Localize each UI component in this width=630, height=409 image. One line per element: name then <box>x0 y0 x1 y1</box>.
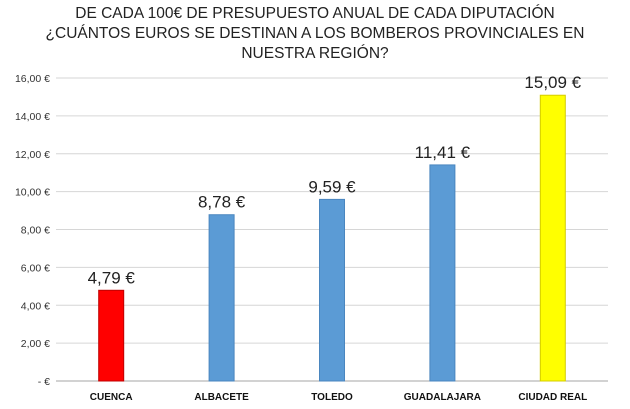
y-tick-label: 12,00 € <box>15 149 50 161</box>
bar-cuenca <box>98 289 125 382</box>
bar-albacete <box>208 214 235 382</box>
y-tick-label: 14,00 € <box>15 111 50 123</box>
y-axis-tick-labels: - € 2,00 € 4,00 € 6,00 € 8,00 € 10,00 € 12,00 … <box>15 73 50 388</box>
y-tick-label: 2,00 € <box>21 338 50 350</box>
y-tick-label: 8,00 € <box>21 225 50 237</box>
x-tick-label: TOLEDO <box>311 392 353 403</box>
data-label: 15,09 € <box>524 73 581 92</box>
data-label: 11,41 € <box>415 143 471 162</box>
chart-title-line-2: ¿CUÁNTOS EUROS SE DESTINAN A LOS BOMBERO… <box>45 25 585 42</box>
x-tick-label: ALBACETE <box>194 392 249 403</box>
bars <box>98 94 566 382</box>
y-tick-label: 4,00 € <box>21 300 50 312</box>
chart-title-line-1: DE CADA 100€ DE PRESUPUESTO ANUAL DE CAD… <box>75 5 555 22</box>
data-label: 4,79 € <box>88 268 136 287</box>
chart-title: DE CADA 100€ DE PRESUPUESTO ANUAL DE CAD… <box>0 4 630 64</box>
chart-title-line-3: NUESTRA REGIÓN? <box>241 45 389 62</box>
y-tick-label: 16,00 € <box>15 73 50 85</box>
data-label: 8,78 € <box>198 193 246 212</box>
x-tick-label: CIUDAD REAL <box>518 392 587 403</box>
data-labels: 4,79 € 8,78 € 9,59 € 11,41 € 15,09 € <box>88 73 582 287</box>
bar-ciudad-real <box>539 94 566 382</box>
bar-guadalajara <box>429 164 456 382</box>
x-tick-label: CUENCA <box>90 392 133 403</box>
bar-toledo <box>319 198 345 382</box>
y-tick-label: 10,00 € <box>15 187 50 199</box>
data-label: 9,59 € <box>308 177 356 196</box>
y-tick-label: - € <box>38 376 50 388</box>
x-axis-tick-labels: CUENCA ALBACETE TOLEDO GUADALAJARA CIUDAD RE… <box>90 392 587 403</box>
x-tick-label: GUADALAJARA <box>404 392 481 403</box>
y-tick-label: 6,00 € <box>21 262 50 274</box>
